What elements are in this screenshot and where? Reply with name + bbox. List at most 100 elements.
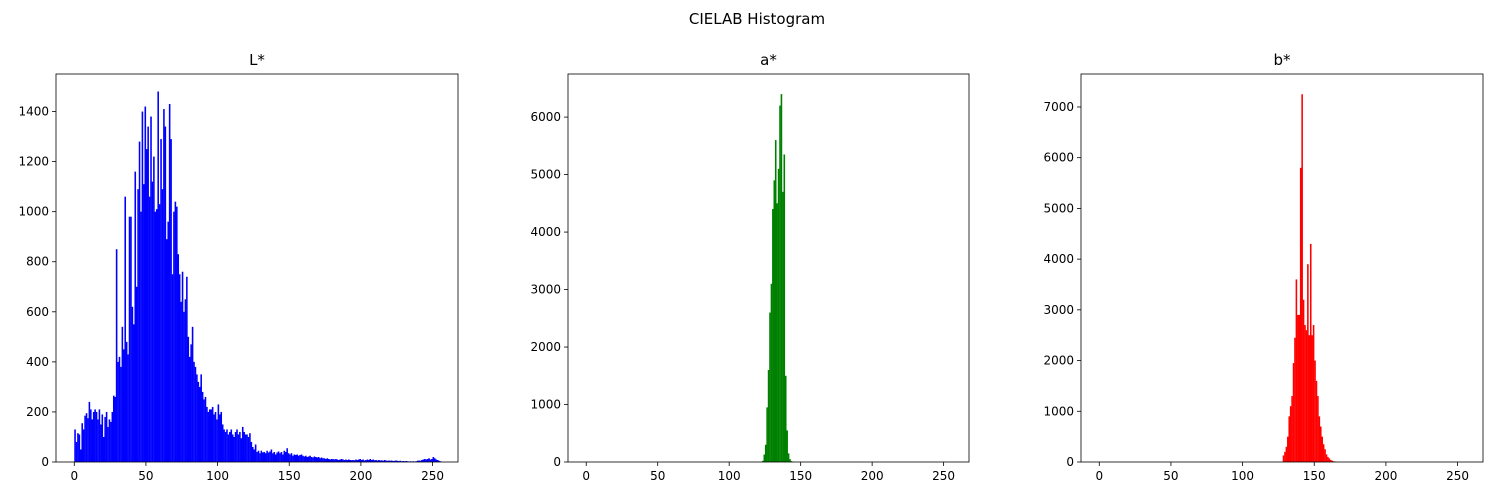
- histogram-bar: [319, 458, 321, 462]
- histogram-bar: [1325, 454, 1328, 462]
- histogram-bar: [773, 180, 776, 462]
- histogram-bar: [253, 449, 255, 462]
- histogram-bar: [296, 454, 298, 462]
- histogram-bar: [104, 416, 106, 462]
- histogram-bar: [107, 426, 109, 462]
- histogram-bar: [782, 191, 784, 462]
- histogram-bar: [790, 461, 793, 462]
- histogram-bar: [201, 391, 204, 462]
- histogram-bar: [163, 109, 165, 463]
- histogram-bar: [418, 460, 420, 462]
- histogram-bar: [130, 216, 132, 462]
- histogram-bar: [787, 453, 790, 462]
- histogram-bar: [176, 206, 178, 462]
- histogram-bar: [1292, 363, 1295, 462]
- histogram-bar: [329, 459, 331, 462]
- histogram-bar: [82, 429, 85, 462]
- histogram-bar: [203, 399, 205, 462]
- histogram-bar: [207, 411, 210, 462]
- histogram-bar: [1297, 314, 1299, 462]
- histogram-bar: [325, 459, 327, 462]
- histogram-bar: [105, 411, 108, 462]
- histogram-bar: [183, 311, 185, 462]
- histogram-bar: [249, 433, 251, 462]
- histogram-bar: [378, 460, 380, 462]
- histogram-bar: [260, 450, 263, 462]
- histogram-bar: [317, 456, 320, 462]
- histogram-bar: [91, 419, 94, 462]
- histogram-bar: [355, 459, 357, 462]
- histogram-bar: [1289, 406, 1292, 462]
- histogram-bar: [155, 209, 158, 462]
- histogram-bar: [276, 452, 278, 462]
- histogram-bar: [1331, 460, 1334, 462]
- subplot-title: a*: [760, 51, 777, 69]
- y-tick-label: 2000: [530, 340, 561, 354]
- histogram-bar: [391, 460, 393, 462]
- histogram-bar: [226, 429, 228, 462]
- histogram-bar: [256, 451, 258, 462]
- histogram-bar: [350, 460, 353, 462]
- histogram-bar: [206, 406, 208, 462]
- histogram-bar: [85, 413, 88, 462]
- histogram-bar: [762, 460, 764, 462]
- histogram-bar: [90, 409, 92, 462]
- histogram-bar: [373, 460, 376, 462]
- histogram-bar: [171, 274, 174, 462]
- histogram-bar: [283, 450, 286, 462]
- histogram-bar: [180, 301, 182, 462]
- histogram-bar: [151, 181, 154, 462]
- histogram-bar: [349, 460, 352, 462]
- histogram-bar: [158, 204, 161, 463]
- histogram-bar: [416, 460, 419, 462]
- histogram-bar: [1287, 436, 1289, 462]
- y-tick-label: 3000: [530, 283, 561, 297]
- histogram-bar: [315, 456, 317, 462]
- histogram-bar: [435, 459, 438, 462]
- histogram-bar: [1317, 396, 1319, 462]
- histogram-bar: [766, 407, 768, 462]
- histogram-bar: [346, 460, 349, 462]
- histogram-bar: [772, 209, 774, 462]
- histogram-bar: [250, 441, 253, 462]
- histogram-bar: [111, 411, 114, 462]
- subplot-1: 0 50 100 150 200 250 0 200 400 600 800 1000 1200 1400…: [18, 51, 459, 483]
- subplot-3: 0 50 100 150 200 250 0 1000 2000 3000 4000 5000 6000…: [1043, 51, 1484, 483]
- histogram-bar: [194, 366, 197, 462]
- histogram-bar: [392, 461, 395, 462]
- x-tick-label: 250: [932, 469, 955, 483]
- x-tick-label: 100: [1231, 469, 1254, 483]
- histogram-bar: [227, 434, 230, 462]
- histogram-bar: [277, 451, 280, 462]
- histogram-bar: [382, 460, 384, 462]
- histogram-bar: [174, 201, 177, 462]
- x-tick-label: 100: [718, 469, 741, 483]
- histogram-bar: [784, 375, 787, 462]
- histogram-bar: [405, 461, 407, 462]
- histogram-bar: [184, 299, 187, 462]
- y-tick-label: 600: [26, 305, 49, 319]
- histogram-bar: [240, 438, 243, 462]
- histogram-bar: [190, 344, 192, 462]
- histogram-bar: [307, 456, 310, 462]
- histogram-bar: [1294, 337, 1296, 462]
- histogram-bar: [303, 456, 306, 462]
- histogram-bar: [423, 459, 426, 462]
- histogram-bar: [764, 444, 767, 462]
- histogram-bar: [333, 459, 336, 462]
- histogram-bar: [84, 415, 86, 462]
- histogram-bar: [181, 271, 184, 462]
- histogram-bar: [1322, 444, 1325, 462]
- histogram-bar: [223, 429, 225, 462]
- histogram-bar: [316, 457, 319, 462]
- histogram-bar: [368, 460, 370, 462]
- histogram-bars: [1282, 94, 1338, 462]
- histogram-bar: [370, 460, 373, 462]
- histogram-bar: [198, 386, 201, 462]
- histogram-bar: [774, 140, 777, 462]
- histogram-bar: [369, 459, 372, 462]
- histogram-bar: [340, 459, 343, 462]
- histogram-bar: [216, 419, 218, 462]
- histogram-bar: [97, 419, 99, 462]
- subplot-title: L*: [249, 51, 265, 69]
